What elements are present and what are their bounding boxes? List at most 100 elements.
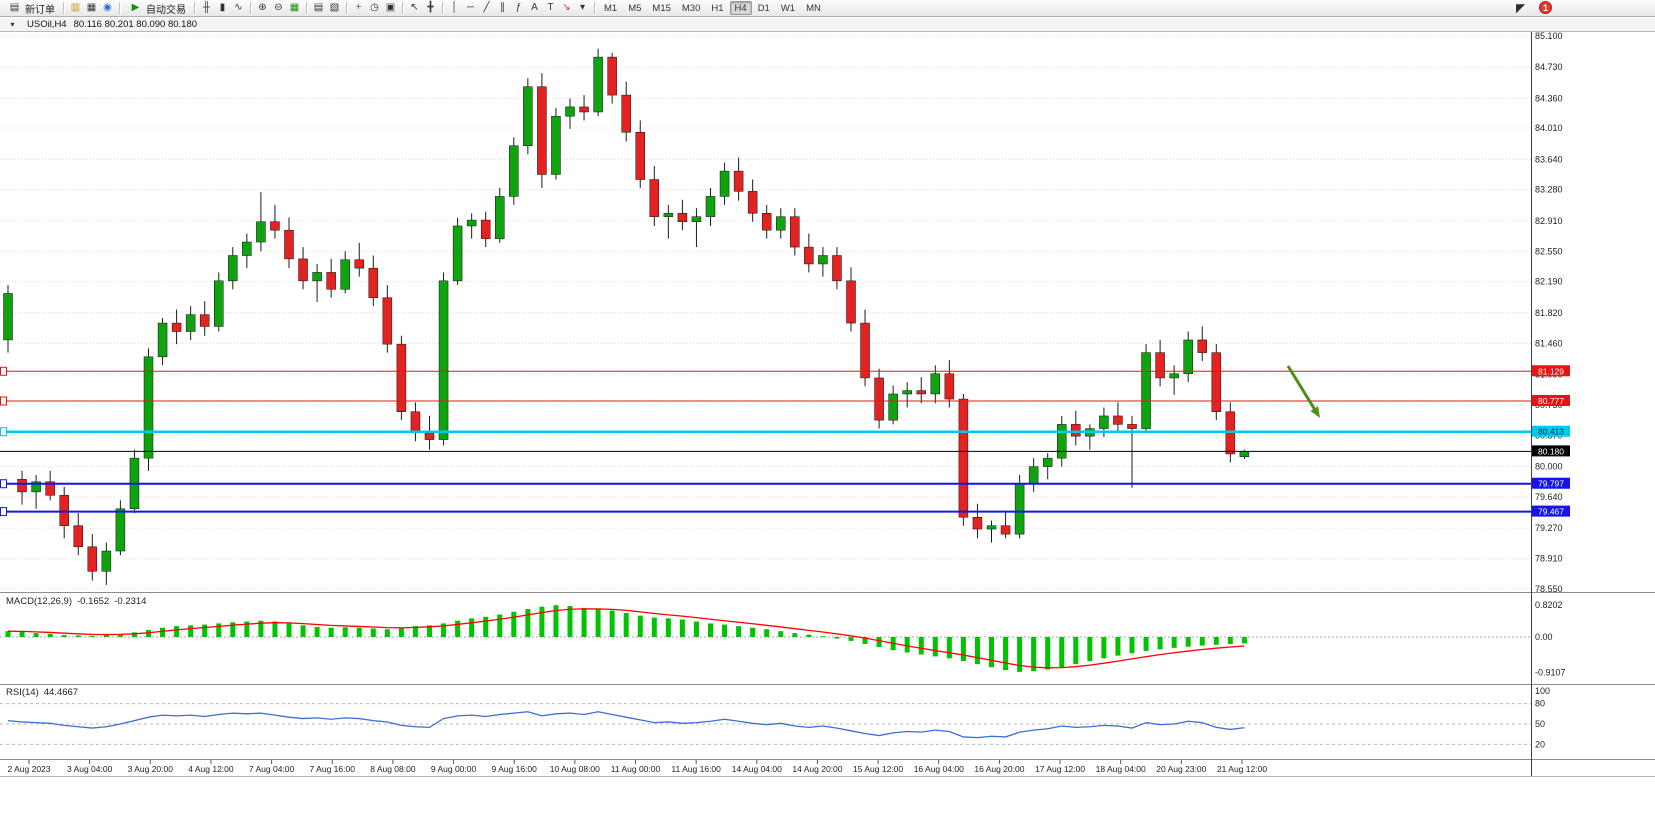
svg-text:3 Aug 20:00: 3 Aug 20:00 <box>128 764 174 774</box>
svg-text:14 Aug 20:00: 14 Aug 20:00 <box>792 764 842 774</box>
add-indicator-icon[interactable]: + <box>355 2 362 13</box>
chart-symbol-period: USOil,H4 <box>27 19 67 30</box>
candlestick-chart-icon[interactable]: ▮ <box>219 2 226 13</box>
bar-chart-icon[interactable]: ╫ <box>202 2 211 13</box>
new-order-button[interactable]: ▤ 新订单 <box>3 1 59 16</box>
label-tool-icon[interactable]: T <box>547 2 554 13</box>
separator <box>306 2 307 14</box>
separator <box>442 2 443 14</box>
navigator-icon[interactable]: ◉ <box>103 2 112 13</box>
main-toolbar: ▤ 新订单 ▥ ▦ ◉ ▶ 自动交易 ╫ ▮ ∿ ⊕ ⊖ ▦ ▤ ▧ + ◷ ▣… <box>0 0 1655 17</box>
macd-name: MACD(12,26,9) <box>6 596 72 607</box>
auto-trading-button[interactable]: ▶ 自动交易 <box>124 1 190 16</box>
arrows-tool-icon[interactable]: ↘ <box>562 2 571 13</box>
vertical-line-tool-icon[interactable]: │ <box>451 2 458 13</box>
svg-text:16 Aug 20:00: 16 Aug 20:00 <box>974 764 1024 774</box>
separator <box>402 2 403 14</box>
profiles-icon[interactable]: ▦ <box>86 2 97 13</box>
rsi-indicator-label: RSI(14) 44.4667 <box>6 687 78 698</box>
svg-text:83.280: 83.280 <box>1535 185 1563 195</box>
chart-frame <box>0 31 1655 777</box>
chart-menu-dropdown-icon[interactable]: ▾ <box>10 19 15 29</box>
svg-text:15 Aug 12:00: 15 Aug 12:00 <box>853 764 903 774</box>
svg-text:20: 20 <box>1535 739 1545 749</box>
channel-tool-icon[interactable]: ∥ <box>500 2 505 13</box>
new-order-icon: ▤ <box>9 2 20 13</box>
svg-text:83.640: 83.640 <box>1535 154 1563 164</box>
price-grid: 85.100 84.730 84.360 84.010 83.640 83.280 82.9… <box>0 31 1563 594</box>
svg-text:20 Aug 23:00: 20 Aug 23:00 <box>1156 764 1206 774</box>
macd-signal-value: -0.2314 <box>114 596 147 607</box>
new-order-label: 新订单 <box>25 4 55 16</box>
macd-panel: 0.8202 0.00 -0.9107 <box>0 600 1566 677</box>
zoom-out-icon[interactable]: ⊖ <box>274 2 283 13</box>
svg-text:16 Aug 04:00: 16 Aug 04:00 <box>914 764 964 774</box>
svg-text:82.550: 82.550 <box>1535 246 1563 256</box>
svg-text:78.550: 78.550 <box>1535 584 1563 594</box>
line-chart-icon[interactable]: ∿ <box>234 2 243 13</box>
tile-windows-icon[interactable]: ▦ <box>289 2 300 13</box>
annotation-arrow[interactable] <box>1286 365 1320 418</box>
chart-ohlc-values: 80.116 80.201 80.090 80.180 <box>73 19 198 30</box>
timeframe-m15[interactable]: M15 <box>652 2 671 14</box>
horizontal-line-tool-icon[interactable]: ─ <box>466 2 475 13</box>
separator <box>346 2 347 14</box>
svg-text:10 Aug 08:00: 10 Aug 08:00 <box>550 764 600 774</box>
rsi-panel: 100 80 50 20 <box>0 686 1550 749</box>
svg-text:0.8202: 0.8202 <box>1535 600 1563 610</box>
timeframe-h1[interactable]: H1 <box>711 2 724 14</box>
candles <box>3 48 1250 585</box>
timeframe-w1[interactable]: W1 <box>780 2 796 14</box>
rsi-value: 44.4667 <box>43 687 79 698</box>
crosshair-tool-icon[interactable]: ╋ <box>427 2 434 13</box>
svg-text:81.129: 81.129 <box>1538 366 1564 376</box>
svg-text:81.820: 81.820 <box>1535 308 1563 318</box>
arrange-windows-icon[interactable]: ▤ <box>313 2 324 13</box>
svg-text:2 Aug 2023: 2 Aug 2023 <box>7 764 50 774</box>
zoom-in-icon[interactable]: ⊕ <box>258 2 267 13</box>
svg-text:9 Aug 16:00: 9 Aug 16:00 <box>492 764 538 774</box>
periods-icon[interactable]: ◷ <box>370 2 379 13</box>
fibonacci-tool-icon[interactable]: ƒ <box>515 2 522 13</box>
chevron-down-icon[interactable]: ▾ <box>579 2 586 13</box>
svg-text:84.360: 84.360 <box>1535 93 1563 103</box>
timeframe-m5[interactable]: M5 <box>628 2 642 14</box>
timeframe-mn[interactable]: MN <box>806 2 821 14</box>
svg-text:8 Aug 08:00: 8 Aug 08:00 <box>370 764 416 774</box>
text-tool-icon[interactable]: A <box>531 2 538 13</box>
svg-text:79.797: 79.797 <box>1538 479 1564 489</box>
trendline-tool-icon[interactable]: ╱ <box>483 2 490 13</box>
separator <box>250 2 251 14</box>
separator <box>594 2 595 14</box>
mouse-cursor-icon: ◤ <box>1516 1 1526 15</box>
svg-text:85.100: 85.100 <box>1535 31 1563 41</box>
svg-text:-0.9107: -0.9107 <box>1535 667 1566 677</box>
timeframe-m30[interactable]: M30 <box>681 2 701 14</box>
svg-text:11 Aug 16:00: 11 Aug 16:00 <box>671 764 721 774</box>
chart-titlebar: ▾ USOil,H4 80.116 80.201 80.090 80.180 <box>0 18 1655 32</box>
separator <box>194 2 195 14</box>
svg-text:81.460: 81.460 <box>1535 338 1563 348</box>
svg-text:80.413: 80.413 <box>1538 427 1564 437</box>
svg-text:80.777: 80.777 <box>1538 396 1564 406</box>
timeframe-h4[interactable]: H4 <box>729 1 752 15</box>
svg-text:82.910: 82.910 <box>1535 216 1563 226</box>
svg-text:100: 100 <box>1535 686 1550 696</box>
svg-text:18 Aug 04:00: 18 Aug 04:00 <box>1096 764 1146 774</box>
templates-icon[interactable]: ▣ <box>385 2 396 13</box>
cascade-windows-icon[interactable]: ▧ <box>329 2 340 13</box>
notification-badge[interactable]: 1 <box>1539 1 1552 14</box>
timeframe-m1[interactable]: M1 <box>604 2 618 14</box>
svg-text:17 Aug 12:00: 17 Aug 12:00 <box>1035 764 1085 774</box>
timeframe-d1[interactable]: D1 <box>757 2 770 14</box>
svg-text:0.00: 0.00 <box>1535 632 1553 642</box>
svg-text:84.010: 84.010 <box>1535 123 1563 133</box>
pointer-tool-icon[interactable]: ↖ <box>410 2 419 13</box>
svg-text:3 Aug 04:00: 3 Aug 04:00 <box>67 764 113 774</box>
auto-trading-icon: ▶ <box>131 2 140 13</box>
rsi-name: RSI(14) <box>6 687 39 698</box>
svg-text:4 Aug 12:00: 4 Aug 12:00 <box>188 764 234 774</box>
new-chart-icon[interactable]: ▥ <box>70 2 81 13</box>
